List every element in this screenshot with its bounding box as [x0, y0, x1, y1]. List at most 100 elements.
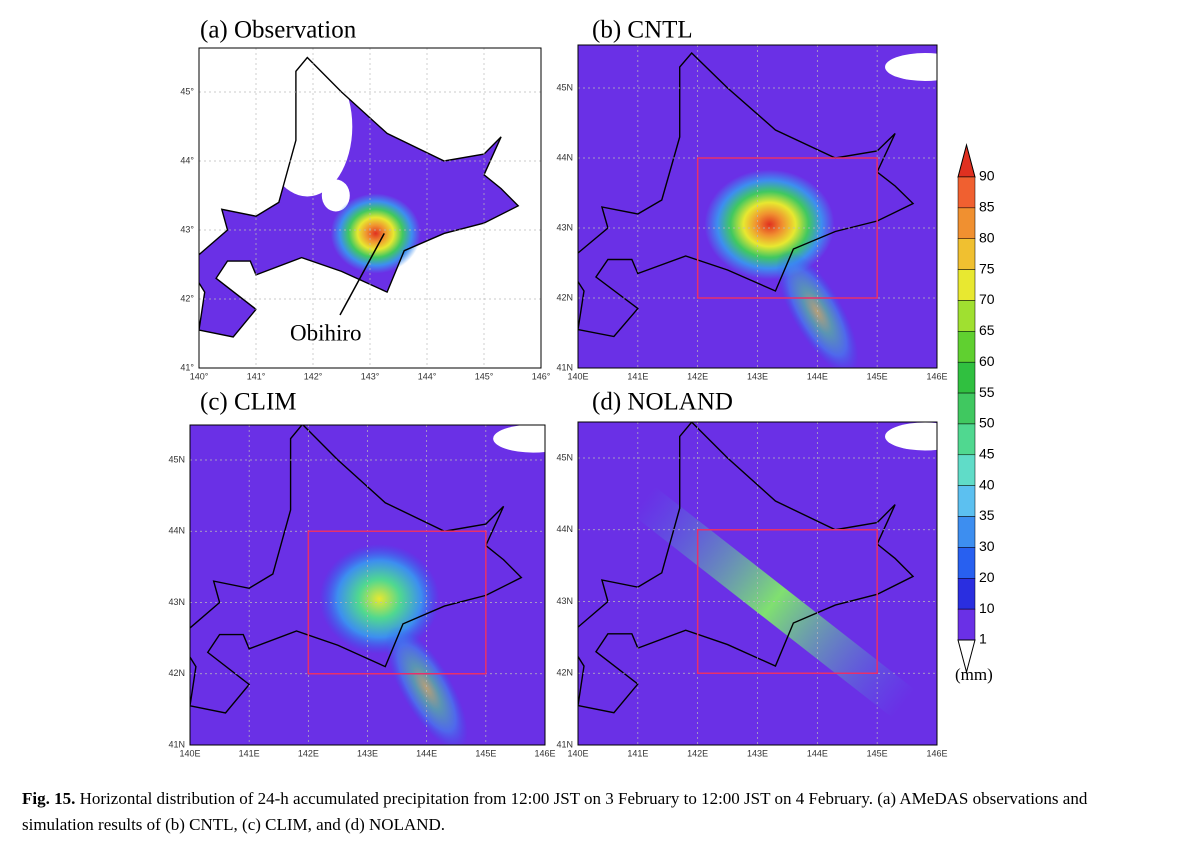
figure: 140° 141° 142° 143° 144° 145° 146° 45° 44° 43° 42°… — [168, 17, 995, 759]
panel-title: (b) CNTL — [592, 17, 693, 44]
land-patch — [885, 53, 937, 81]
analysis-box — [696, 529, 878, 674]
panel-title: (d) NOLAND — [592, 389, 733, 416]
y-tick-label: 45N — [556, 452, 573, 462]
y-tick-label: 45° — [180, 86, 194, 96]
precip-max — [319, 543, 440, 654]
map-panel: 140E 141E 142E 143E 144E 145E 146E 45N 44N 43N 42N… — [556, 17, 947, 382]
x-tick-label: 140E — [567, 748, 588, 758]
x-tick-label: 141E — [627, 748, 648, 758]
colorbar-label: 80 — [979, 229, 995, 245]
y-tick-label: 45N — [168, 454, 185, 464]
x-tick-label: 140E — [179, 748, 200, 758]
colorbar-swatch — [957, 516, 976, 548]
x-tick-label: 140° — [190, 371, 209, 381]
x-tick-label: 144E — [416, 748, 437, 758]
colorbar-unit: (mm) — [955, 665, 993, 684]
map — [578, 422, 937, 745]
y-tick-label: 44° — [180, 155, 194, 165]
colorbar-cap — [957, 639, 976, 674]
x-tick-label: 142E — [687, 748, 708, 758]
colorbar-label: 50 — [979, 415, 995, 431]
land-patch — [493, 425, 545, 453]
colorbar-swatch — [957, 485, 976, 517]
coastline — [190, 425, 523, 714]
x-tick-label: 144° — [418, 371, 437, 381]
y-tick-label: 41° — [180, 362, 194, 372]
caption: Fig. 15. Horizontal distribution of 24-h… — [22, 786, 1162, 838]
colorbar-swatch — [957, 392, 976, 425]
x-tick-label: 146° — [532, 371, 551, 381]
colorbar-label: 10 — [979, 600, 995, 616]
x-tick-label: 141° — [247, 371, 266, 381]
map-panel: 140° 141° 142° 143° 144° 145° 146° 45° 44° 43° 42°… — [180, 17, 550, 382]
y-tick-label: 43N — [556, 596, 573, 606]
annotation-arrow — [339, 233, 385, 316]
x-tick-label: 142° — [304, 371, 323, 381]
y-tick-label: 42N — [556, 668, 573, 678]
x-tick-label: 144E — [807, 371, 828, 381]
colorbar-label: 70 — [979, 291, 995, 307]
caption-text: Horizontal distribution of 24-h accumula… — [22, 789, 1088, 834]
colorbar-swatch — [957, 176, 976, 209]
no-precip — [262, 56, 353, 197]
map — [199, 48, 541, 368]
x-tick-label: 145E — [867, 371, 888, 381]
frame — [577, 421, 938, 746]
y-tick-label: 42N — [168, 668, 185, 678]
x-tick-label: 144E — [807, 748, 828, 758]
colorbar-label: 35 — [979, 507, 995, 523]
y-tick-label: 44N — [168, 526, 185, 536]
x-tick-label: 141E — [627, 371, 648, 381]
colorbar-swatch — [957, 547, 976, 579]
colorbar-label: 40 — [979, 476, 995, 492]
panel-title: (c) CLIM — [200, 389, 297, 416]
colorbar-swatch — [957, 454, 976, 486]
colorbar-swatch — [957, 207, 976, 239]
x-tick-label: 143E — [747, 748, 768, 758]
x-tick-label: 143° — [361, 371, 380, 381]
caption-label: Fig. 15. — [22, 789, 76, 808]
y-tick-label: 41N — [556, 739, 573, 749]
colorbar-swatch — [957, 361, 976, 394]
colorbar-label: 20 — [979, 569, 995, 585]
precip-max — [704, 169, 835, 280]
colorbar-swatch — [957, 578, 976, 610]
x-tick-label: 142E — [298, 748, 319, 758]
panel-title: (a) Observation — [200, 17, 357, 44]
precip-max — [330, 193, 421, 274]
x-tick-label: 142E — [687, 371, 708, 381]
no-precip — [321, 179, 350, 212]
y-tick-label: 43N — [168, 597, 185, 607]
colorbar-label: 65 — [979, 322, 995, 338]
map — [190, 425, 545, 745]
colorbar-label: 45 — [979, 446, 995, 462]
colorbar-label: 75 — [979, 260, 995, 276]
x-tick-label: 146E — [926, 748, 947, 758]
x-tick-label: 141E — [239, 748, 260, 758]
x-tick-label: 145° — [475, 371, 494, 381]
y-tick-label: 45N — [556, 82, 573, 92]
y-tick-label: 42° — [180, 293, 194, 303]
y-tick-label: 44N — [556, 524, 573, 534]
colorbar-label: 85 — [979, 199, 995, 215]
colorbar-label: 60 — [979, 353, 995, 369]
frame — [577, 44, 938, 369]
analysis-box — [307, 530, 487, 675]
colorbar-cap — [957, 143, 976, 178]
x-tick-label: 143E — [357, 748, 378, 758]
colorbar-swatch — [957, 423, 976, 456]
colorbar-label: 90 — [979, 168, 995, 184]
y-tick-label: 41N — [168, 739, 185, 749]
colorbar-label: 30 — [979, 538, 995, 554]
frame — [189, 424, 546, 746]
y-tick-label: 44N — [556, 152, 573, 162]
map-panel: 140E 141E 142E 143E 144E 145E 146E 45N 44N 43N 42N… — [556, 389, 947, 759]
colorbar-swatch — [957, 269, 976, 301]
precip-tail — [385, 626, 468, 745]
precip-band — [632, 486, 915, 718]
x-tick-label: 140E — [567, 371, 588, 381]
x-tick-label: 143E — [747, 371, 768, 381]
y-tick-label: 43° — [180, 224, 194, 234]
